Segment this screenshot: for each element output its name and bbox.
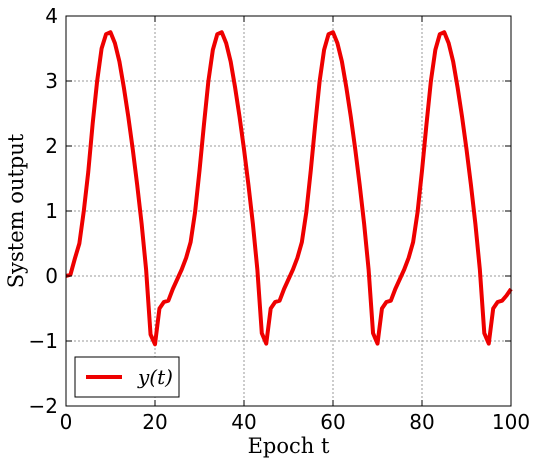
legend-label: y(t) bbox=[137, 365, 173, 389]
y-tick-label: 3 bbox=[45, 69, 58, 93]
y-tick-label: 2 bbox=[45, 134, 58, 158]
y-tick-label: −1 bbox=[29, 329, 58, 353]
legend: y(t) bbox=[74, 356, 180, 398]
x-axis-label: Epoch t bbox=[248, 434, 330, 458]
y-tick-label: −2 bbox=[29, 394, 58, 418]
ticks bbox=[65, 15, 512, 407]
x-tick-label: 40 bbox=[231, 410, 256, 434]
x-tick-label: 100 bbox=[492, 410, 530, 434]
series-layer bbox=[65, 30, 513, 347]
x-tick-label: 80 bbox=[409, 410, 434, 434]
y-tick-label: 4 bbox=[45, 4, 58, 28]
tick-labels: 0 20 40 60 80 100 −2 −1 0 1 2 3 4 bbox=[29, 4, 531, 434]
series-line bbox=[65, 30, 513, 347]
x-tick-label: 0 bbox=[60, 410, 73, 434]
x-tick-label: 60 bbox=[320, 410, 345, 434]
y-tick-label: 0 bbox=[45, 264, 58, 288]
y-axis-label: System output bbox=[4, 133, 28, 288]
x-tick-label: 20 bbox=[142, 410, 167, 434]
y-tick-label: 1 bbox=[45, 199, 58, 223]
